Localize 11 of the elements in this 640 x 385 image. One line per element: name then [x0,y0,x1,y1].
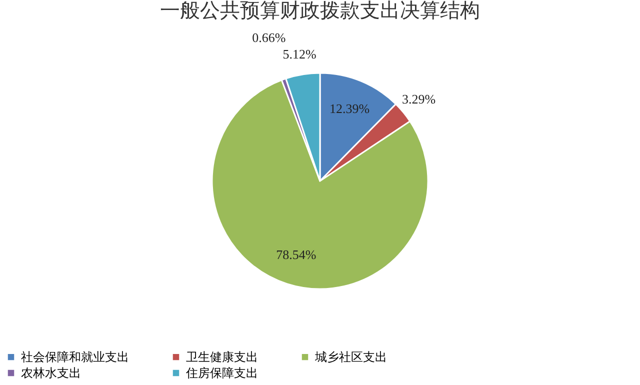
legend-label: 农林水支出 [21,366,81,380]
data-label: 3.29% [402,92,436,107]
chart-title: 一般公共预算财政拨款支出决算结构 [160,0,480,22]
legend-label: 社会保障和就业支出 [21,350,129,364]
data-label: 5.12% [282,46,316,62]
legend-label: 住房保障支出 [185,366,258,380]
legend-label: 卫生健康支出 [186,350,258,364]
data-label: 78.54% [276,247,316,262]
data-label: 0.66% [252,30,286,45]
legend-label: 城乡社区支出 [314,350,387,364]
data-label: 12.39% [329,101,370,116]
